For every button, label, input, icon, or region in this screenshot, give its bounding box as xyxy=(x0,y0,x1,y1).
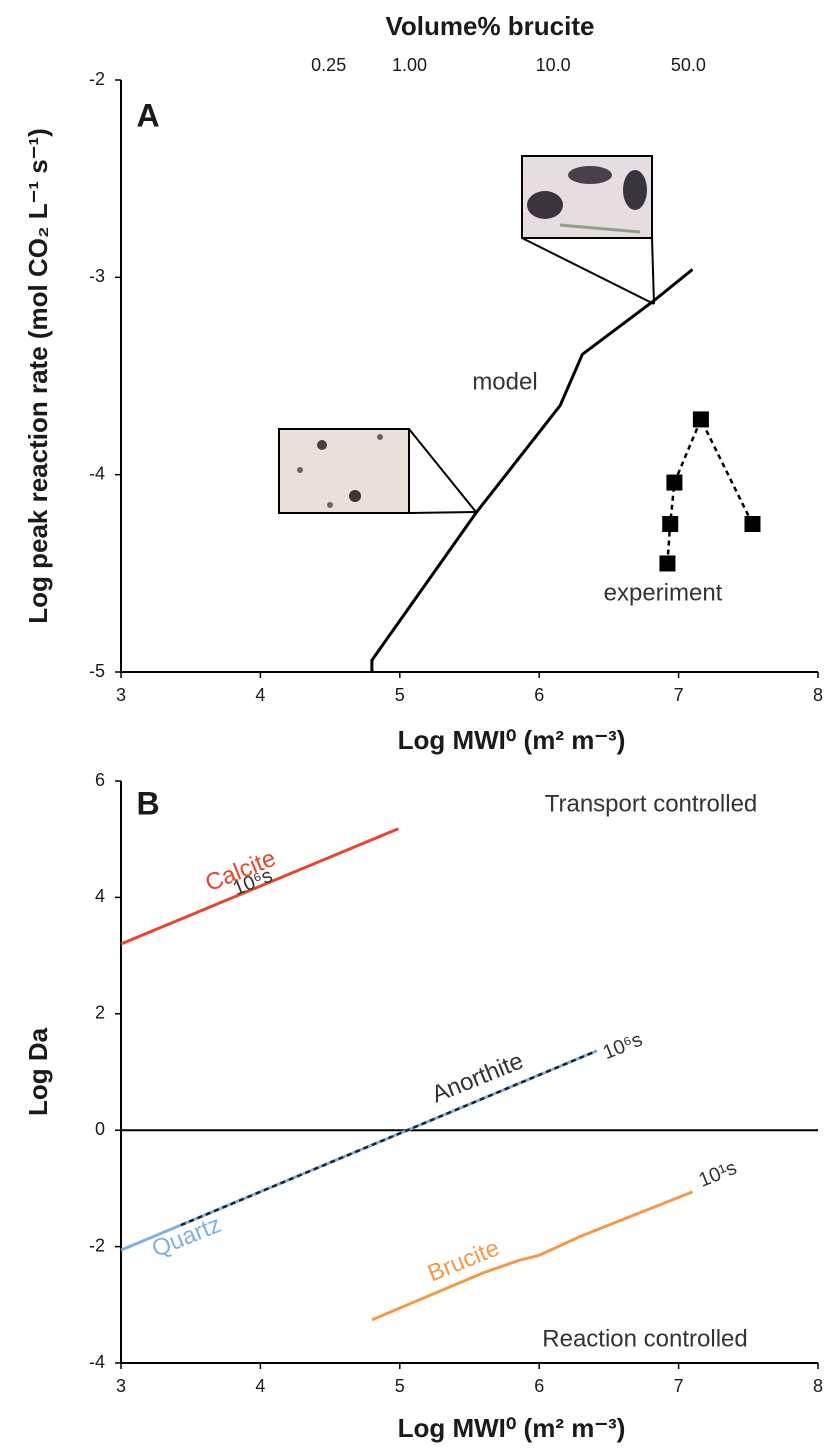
marker xyxy=(662,516,679,532)
x-tick-label: 5 xyxy=(395,1376,405,1396)
inset-pointer xyxy=(521,237,655,305)
particle xyxy=(559,223,641,234)
y-tick-label: -2 xyxy=(89,69,105,89)
annotation: Transport controlled xyxy=(545,790,758,817)
x-tick-label: 4 xyxy=(255,685,265,705)
series-label: Quartz xyxy=(148,1211,225,1263)
series-line xyxy=(120,827,399,946)
particle xyxy=(349,490,361,502)
inset-pointer xyxy=(408,428,477,513)
series-line xyxy=(666,418,754,564)
x-tick-label: 6 xyxy=(534,1376,544,1396)
inset-pointer xyxy=(651,237,655,305)
x2-tick-label: 10.0 xyxy=(536,55,571,75)
x-tick-label: 6 xyxy=(534,685,544,705)
particle xyxy=(527,191,563,219)
y-axis-title: Log Da xyxy=(23,1027,53,1116)
panel-0: 3 4 5 6 7 8 -5 -4 -3 -2 0.25 1.00 10.0 50.0 Volume% br… xyxy=(23,11,823,755)
x2-tick-label: 0.25 xyxy=(311,55,346,75)
x-tick-label: 4 xyxy=(255,1376,265,1396)
x-axis-title: Log MWI⁰ (m² m⁻³) xyxy=(398,725,626,755)
marker xyxy=(744,516,761,532)
inset-high xyxy=(521,155,655,305)
particle xyxy=(623,170,647,210)
x-tick-label: 3 xyxy=(116,1376,126,1396)
particle xyxy=(568,166,612,184)
marker xyxy=(659,555,676,572)
x-tick-label: 3 xyxy=(116,685,126,705)
inset-pointer xyxy=(408,511,477,514)
y-tick-label: -2 xyxy=(89,1235,105,1255)
x-axis-title: Log MWI⁰ (m² m⁻³) xyxy=(398,1413,626,1443)
y-tick-label: -4 xyxy=(89,1352,105,1372)
particle xyxy=(317,440,327,450)
y-tick-label: 0 xyxy=(95,1119,105,1139)
x-tick-label: 8 xyxy=(813,685,823,705)
x2-axis-title: Volume% brucite xyxy=(385,11,594,41)
annotation: Reaction controlled xyxy=(542,1325,747,1352)
particle xyxy=(327,502,333,508)
y-tick-label: -5 xyxy=(89,661,105,681)
y-tick-label: -4 xyxy=(89,463,105,483)
panel-label: B xyxy=(136,785,159,821)
inset-low xyxy=(278,428,477,514)
y-tick-label: 6 xyxy=(95,770,105,790)
marker xyxy=(666,474,683,491)
x2-tick-label: 1.00 xyxy=(392,55,427,75)
x-tick-label: 7 xyxy=(674,1376,684,1396)
y-tick-label: 2 xyxy=(95,1003,105,1023)
annotation: 10¹s xyxy=(696,1157,740,1192)
series-line xyxy=(370,268,694,672)
x2-tick-label: 50.0 xyxy=(671,55,706,75)
series-label: experiment xyxy=(604,579,723,606)
x-tick-label: 7 xyxy=(674,685,684,705)
series-line xyxy=(371,1190,694,1322)
marker xyxy=(692,411,709,428)
particle xyxy=(377,434,383,440)
x-tick-label: 8 xyxy=(813,1376,823,1396)
y-axis-title: Log peak reaction rate (mol CO₂ L⁻¹ s⁻¹) xyxy=(23,128,53,624)
particle xyxy=(297,467,303,473)
y-tick-label: -3 xyxy=(89,266,105,286)
series-label: model xyxy=(472,368,537,395)
x-tick-label: 5 xyxy=(395,685,405,705)
annotation: 10⁶s xyxy=(600,1029,646,1065)
series-label: Brucite xyxy=(424,1234,503,1287)
y-tick-label: 4 xyxy=(95,886,105,906)
series-line xyxy=(180,1049,597,1227)
panel-label: A xyxy=(136,97,159,133)
